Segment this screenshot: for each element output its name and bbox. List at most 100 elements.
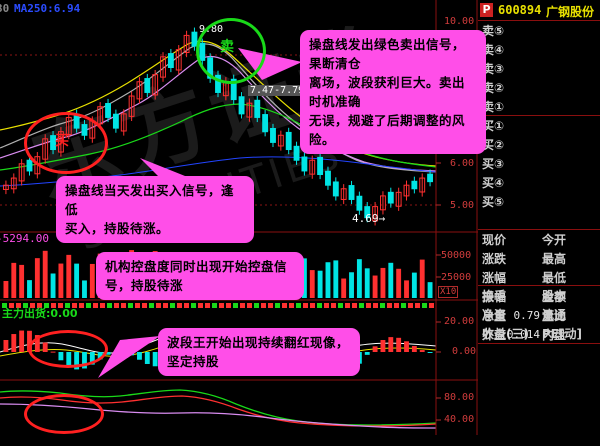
candle-body xyxy=(411,180,418,190)
main-force-tick xyxy=(401,303,406,308)
candle-body xyxy=(152,74,159,96)
wave-king-note: 波段王开始出现持续翻红现像， 坚定持股 xyxy=(158,328,360,376)
volume-bar xyxy=(396,268,402,298)
indicator-bar xyxy=(396,337,402,352)
indicator-bar xyxy=(419,350,425,352)
orderbook-label: 买④ xyxy=(482,176,505,190)
quote-panel[interactable]: P 600894 广钢股份 卖⑤ 卖④ 卖③ 卖② 卖① 买① 买② 买③ 买④ 买⑤ 现价 今开涨… xyxy=(478,0,600,435)
trading-terminal: 东方证券 SECURITIES xyxy=(0,0,600,435)
main-force-tick xyxy=(275,303,280,308)
orderbook-row[interactable]: 卖④ xyxy=(478,41,600,60)
candle-body xyxy=(285,131,292,151)
main-force-tick xyxy=(233,303,238,308)
candle-body xyxy=(372,206,379,222)
candle-body xyxy=(26,159,33,172)
main-force-tick xyxy=(289,303,294,308)
candle-body xyxy=(254,99,261,118)
fundamental-row: 净资 0.79 流通 xyxy=(478,306,600,325)
indicator-bar xyxy=(11,334,17,352)
candle-body xyxy=(160,56,166,78)
orderbook-label: 卖④ xyxy=(482,43,505,57)
orderbook-row[interactable]: 买② xyxy=(478,136,600,155)
main-force-tick xyxy=(58,303,63,308)
orderbook-row[interactable]: 卖① xyxy=(478,98,600,117)
candle-body xyxy=(238,96,245,115)
fundamental-label-2: 股本 xyxy=(542,289,567,303)
orderbook-row[interactable]: 买⑤ xyxy=(478,193,600,212)
main-force-tick xyxy=(429,303,434,308)
orderbook-label: 卖① xyxy=(482,100,505,114)
indicator-axis-tick-1: 20.00 xyxy=(444,316,475,327)
stat-label-2: 最低 xyxy=(542,271,567,285)
note-line: 波段王开始出现持续翻红现像， xyxy=(167,335,350,350)
main-force-tick xyxy=(135,303,140,308)
volume-bar xyxy=(11,262,17,298)
candle-body xyxy=(10,177,17,190)
orderbook-row[interactable]: 买④ xyxy=(478,174,600,193)
quote-header: P 600894 广钢股份 xyxy=(478,0,600,20)
main-force-tick xyxy=(387,303,392,308)
trough-price-label: 4.69→ xyxy=(352,212,386,225)
price-axis-tick-1: 10.00 xyxy=(444,16,475,27)
main-force-tick xyxy=(338,303,343,308)
main-force-tick xyxy=(100,303,105,308)
candle-body xyxy=(191,31,198,47)
volume-bar xyxy=(372,275,378,298)
volume-bar xyxy=(19,264,25,298)
note-line: 操盘线发出绿色卖出信号，果断清仓 xyxy=(309,37,466,71)
p-flag-icon: P xyxy=(480,3,493,17)
stat-label: 现价 xyxy=(482,233,507,247)
indicator-bar xyxy=(388,337,394,352)
main-force-tick xyxy=(16,303,21,308)
candle-body xyxy=(2,184,9,190)
main-force-tick xyxy=(261,303,266,308)
fundamental-label-2: 流通 xyxy=(542,308,567,322)
candle-body xyxy=(97,106,104,125)
volume-bar xyxy=(50,273,56,298)
candle-body xyxy=(380,195,386,211)
indicator-bar xyxy=(372,346,378,352)
volume-bar xyxy=(309,270,315,298)
orderbook-row[interactable]: 买① xyxy=(478,117,600,136)
buy-signal-note: 操盘线当天发出买入信号，逢低 买入，持股待涨。 xyxy=(56,176,254,243)
candle-body xyxy=(340,188,347,200)
fundamental-row: 收益(三) 0.014 PE[动] xyxy=(478,325,600,344)
stat-label: 涨跌 xyxy=(482,252,507,266)
main-force-tick xyxy=(247,303,252,308)
main-force-tick xyxy=(184,303,189,308)
main-force-tick xyxy=(380,303,385,308)
note-line: 买入，持股待涨。 xyxy=(65,221,170,236)
orderbook-row[interactable]: 卖⑤ xyxy=(478,22,600,41)
volume-scale-label: X10 xyxy=(438,286,459,298)
candle-body xyxy=(364,206,371,219)
indicator-bar xyxy=(380,340,386,352)
volume-bar xyxy=(380,267,386,298)
main-force-tick xyxy=(37,303,42,308)
main-force-tick xyxy=(163,303,168,308)
fundamental-label-2: PE[动] xyxy=(542,327,582,341)
orderbook-label: 买③ xyxy=(482,157,505,171)
quote-stat-row: 涨跌 最高 xyxy=(478,250,600,269)
main-force-tick xyxy=(2,303,7,308)
main-force-tick xyxy=(366,303,371,308)
stat-label-2: 量比 xyxy=(542,309,567,323)
stock-name: 广钢股份 xyxy=(546,5,595,19)
ma250-label: MA250:6.94 xyxy=(14,2,81,15)
volume-bar xyxy=(42,250,48,298)
volume-bar xyxy=(74,263,80,298)
fundamental-label: 换手 xyxy=(482,289,507,303)
quote-stat-row: 外盘 内盘 xyxy=(478,326,600,345)
main-force-tick xyxy=(317,303,322,308)
main-force-tick xyxy=(51,303,56,308)
volume-bar xyxy=(364,268,370,298)
fundamental-label: 净资 xyxy=(482,308,507,322)
orderbook-row[interactable]: 买③ xyxy=(478,155,600,174)
candle-body xyxy=(128,95,135,117)
candle-body xyxy=(277,134,284,147)
candle-body xyxy=(18,163,25,182)
main-force-tick xyxy=(93,303,98,308)
candle-body xyxy=(167,53,174,68)
orderbook-row[interactable]: 卖② xyxy=(478,79,600,98)
orderbook-row[interactable]: 卖③ xyxy=(478,60,600,79)
candle-body xyxy=(348,185,355,200)
